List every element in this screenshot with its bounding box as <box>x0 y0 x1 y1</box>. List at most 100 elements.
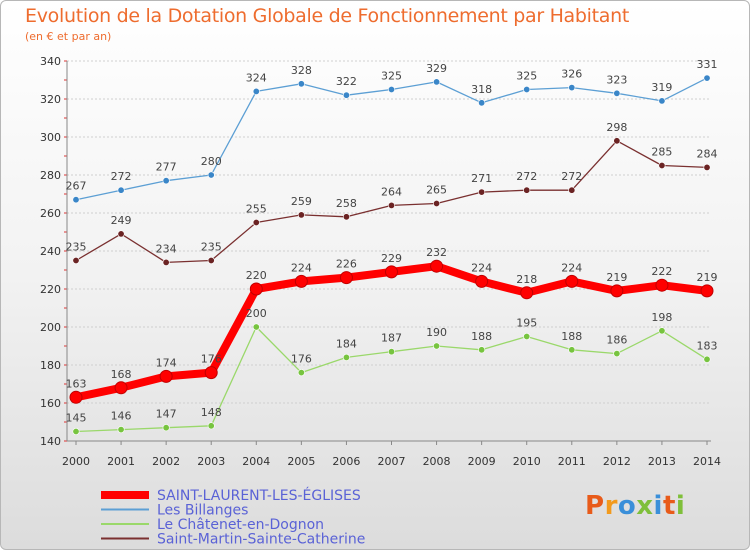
data-label: 174 <box>156 356 177 369</box>
data-point <box>69 390 83 404</box>
data-label: 249 <box>111 214 132 227</box>
y-tick-label: 260 <box>40 207 61 220</box>
data-point <box>207 422 215 430</box>
x-tick-label: 2009 <box>468 455 496 468</box>
data-label: 264 <box>381 185 402 198</box>
data-label: 183 <box>697 339 718 352</box>
data-point <box>613 137 621 145</box>
data-label: 280 <box>201 155 222 168</box>
y-tick-label: 340 <box>40 55 61 68</box>
data-point <box>475 274 489 288</box>
proxiti-logo: Proxiti <box>585 491 685 521</box>
data-point <box>433 78 441 86</box>
data-label: 195 <box>516 317 537 330</box>
x-tick-label: 2000 <box>62 455 90 468</box>
data-point <box>207 171 215 179</box>
logo-letter: r <box>604 491 618 521</box>
data-label: 326 <box>561 68 582 81</box>
logo-letter: i <box>653 491 663 521</box>
data-point <box>430 259 444 273</box>
data-label: 198 <box>651 311 672 324</box>
data-label: 187 <box>381 332 402 345</box>
data-label: 267 <box>66 180 87 193</box>
x-tick-label: 2007 <box>378 455 406 468</box>
data-point <box>568 346 576 354</box>
data-point <box>703 163 711 171</box>
data-label: 188 <box>471 330 492 343</box>
x-tick-label: 2011 <box>558 455 586 468</box>
data-label: 323 <box>606 73 627 86</box>
data-point <box>294 274 308 288</box>
data-point <box>387 86 395 94</box>
legend-label: SAINT-LAURENT-LES-ÉGLISES <box>157 487 361 504</box>
data-label: 331 <box>697 58 718 71</box>
data-labels: 267 272 277 280 324 328 322 325 329 318 325 326 323 3… <box>66 58 718 424</box>
y-tick-label: 200 <box>40 321 61 334</box>
y-tick-label: 240 <box>40 245 61 258</box>
data-label: 190 <box>426 326 447 339</box>
data-label: 271 <box>471 172 492 185</box>
data-label: 272 <box>561 170 582 183</box>
data-point <box>297 80 305 88</box>
data-label: 224 <box>471 261 492 274</box>
x-tick-label: 2006 <box>332 455 360 468</box>
chart-subtitle: (en € et par an) <box>25 30 112 43</box>
legend-label: Saint-Martin-Sainte-Catherine <box>157 532 365 548</box>
data-label: 319 <box>651 81 672 94</box>
data-label: 235 <box>201 241 222 254</box>
data-label: 176 <box>201 353 222 366</box>
data-label: 219 <box>606 271 627 284</box>
data-label: 176 <box>291 353 312 366</box>
logo-letter: o <box>617 491 637 521</box>
data-label: 318 <box>471 83 492 96</box>
data-point <box>433 342 441 350</box>
data-point <box>117 230 125 238</box>
data-label: 325 <box>381 70 402 83</box>
data-label: 222 <box>651 265 672 278</box>
x-tick-label: 2014 <box>693 455 721 468</box>
x-tick-label: 2010 <box>513 455 541 468</box>
data-point <box>655 278 669 292</box>
data-point <box>478 346 486 354</box>
data-point <box>339 271 353 285</box>
data-point <box>523 186 531 194</box>
data-label: 219 <box>697 271 718 284</box>
logo-letter: t <box>662 491 676 521</box>
data-point <box>700 284 714 298</box>
data-point <box>342 213 350 221</box>
data-label: 325 <box>516 70 537 83</box>
data-label: 235 <box>66 241 87 254</box>
data-label: 277 <box>156 161 177 174</box>
data-point <box>117 426 125 434</box>
data-label: 265 <box>426 184 447 197</box>
x-tick-label: 2002 <box>152 455 180 468</box>
chart-title: Evolution de la Dotation Globale de Fonc… <box>25 5 630 27</box>
data-label: 224 <box>291 261 312 274</box>
data-label: 200 <box>246 307 267 320</box>
data-point <box>387 201 395 209</box>
data-point <box>613 350 621 358</box>
logo-letter: i <box>675 491 686 521</box>
data-label: 272 <box>516 170 537 183</box>
series-markers <box>69 74 714 435</box>
y-tick-label: 320 <box>40 93 61 106</box>
data-point <box>252 323 260 331</box>
data-point <box>568 84 576 92</box>
legend-label: Les Billanges <box>157 503 248 519</box>
axes <box>64 60 711 445</box>
data-point <box>703 74 711 82</box>
data-point <box>204 366 218 380</box>
data-label: 298 <box>606 121 627 134</box>
y-tick-label: 160 <box>40 397 61 410</box>
data-point <box>613 89 621 97</box>
x-tick-labels: 2000 2001 2002 2003 2004 2005 2006 2007 2008 2009… <box>62 455 721 468</box>
data-point <box>523 332 531 340</box>
data-point <box>207 256 215 264</box>
x-tick-label: 2013 <box>648 455 676 468</box>
data-label: 255 <box>246 203 267 216</box>
data-label: 184 <box>336 337 357 350</box>
x-tick-label: 2012 <box>603 455 631 468</box>
